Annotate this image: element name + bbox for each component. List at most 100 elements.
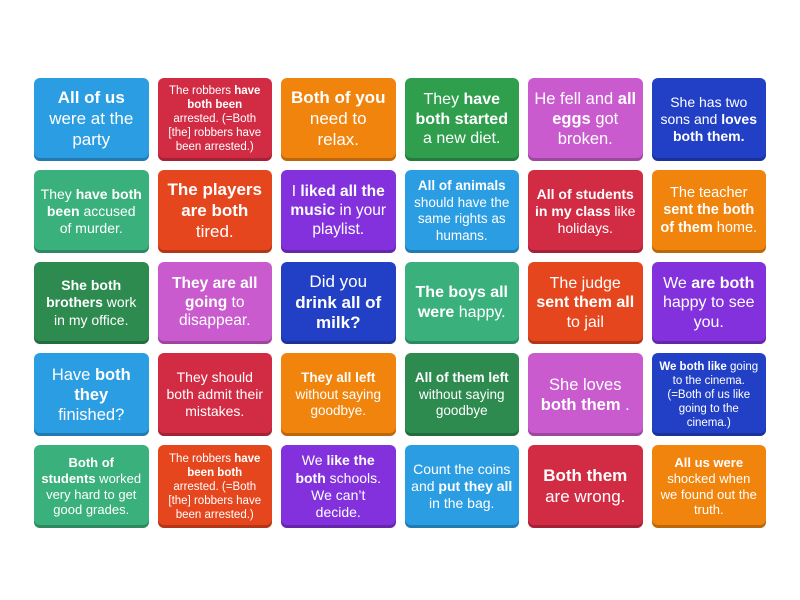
tile-text-segment: are both (691, 274, 755, 292)
tile[interactable]: The judge sent them all to jail (528, 261, 643, 345)
tile-text-segment: He fell and (534, 90, 618, 109)
tile[interactable]: She loves both them . (528, 353, 643, 437)
tile-text-segment: loves both them. (672, 110, 758, 144)
tile-text: We are both happy to see you. (658, 274, 761, 333)
tile-text-segment: Count the coins and (411, 460, 511, 495)
tile-text: She loves both them . (534, 375, 637, 415)
tile[interactable]: All of us were at the party (34, 78, 149, 161)
tile[interactable]: The players are both tired. (157, 169, 272, 253)
tile-text-segment: without saying goodbye (418, 386, 505, 419)
tile-text-segment: got broken. (557, 110, 619, 149)
tile[interactable]: All us were shocked when we found out th… (651, 445, 766, 528)
tile-text: Both of students worked very hard to get… (40, 455, 143, 518)
tile-text: They should both admit their mistakes. (164, 369, 267, 420)
tile-text: They are all going to disappear. (164, 275, 267, 332)
tile-text-segment: happy. (454, 303, 506, 321)
tile-text-segment: should have the same rights as humans. (414, 194, 510, 243)
tile-text: I liked all the music in your playlist. (287, 183, 390, 240)
tile-text-segment: are wrong. (545, 486, 626, 506)
tile-text: The boys all were happy. (411, 283, 514, 322)
tile-text-segment: They (40, 185, 76, 202)
tile-text-segment: like holidays. (557, 202, 636, 236)
tile-text-segment: sent the both of them (660, 202, 755, 237)
tile-text-segment: without saying goodbye. (295, 386, 382, 419)
tile[interactable]: Did you drink all of milk? (281, 261, 396, 345)
tile-grid: All of us were at the party The robbers h… (34, 78, 766, 528)
tile-text: The players are both tired. (164, 180, 267, 242)
tile-text-segment: I (291, 182, 301, 200)
tile[interactable]: We are both happy to see you. (651, 261, 766, 345)
tile[interactable]: All of them left without saying goodbye (404, 353, 519, 437)
tile[interactable]: Count the coins and put they all in the … (404, 445, 519, 528)
tile-text-segment: shocked when we found out the truth. (660, 470, 757, 518)
tile[interactable]: They should both admit their mistakes. (157, 353, 272, 437)
tile-text-segment: She both brothers (46, 277, 122, 311)
tile-text-segment: The teacher (670, 184, 748, 201)
tile-text-segment: She loves (549, 375, 622, 394)
tile[interactable]: The boys all were happy. (404, 261, 519, 345)
tile-text-segment: They should both admit their mistakes. (166, 369, 264, 420)
tile[interactable]: Both them are wrong. (528, 445, 643, 528)
tile-text: All of them left without saying goodbye (411, 370, 514, 419)
tile-text-segment: work in my office. (54, 294, 137, 328)
tile[interactable]: They are all going to disappear. (157, 261, 272, 345)
tile-text-segment: Both of students (41, 454, 114, 486)
tile-text-segment: Both them (543, 465, 628, 485)
tile-text-segment: The robbers (169, 85, 235, 98)
tile-text-segment: . (620, 395, 630, 414)
tile[interactable]: She both brothers work in my office. (34, 261, 149, 345)
tile[interactable]: She has two sons and loves both them. (651, 78, 766, 161)
tile-text-segment: both they (74, 365, 131, 404)
tile-text: Did you drink all of milk? (287, 272, 390, 334)
tile-text-segment: sent them all (536, 294, 635, 312)
tile[interactable]: All of students in my class like holiday… (528, 169, 643, 253)
tile-text-segment: Both of you (291, 88, 386, 108)
tile[interactable]: Have both they finished? (34, 353, 149, 437)
tile-text-segment: All us were (674, 454, 744, 470)
tile[interactable]: He fell and all eggs got broken. (528, 78, 643, 161)
tile[interactable]: We both like going to the cinema. (=Both… (651, 353, 766, 437)
tile-text-segment: have both been (46, 185, 142, 219)
tile-text-segment: All of us (57, 88, 125, 108)
tile-text-segment: have both been (187, 85, 261, 112)
tile-text-segment: accused of murder. (59, 202, 136, 236)
tile-text-segment: all eggs (552, 90, 637, 129)
tile[interactable]: Both of you need to relax. (281, 78, 396, 161)
tile-text-segment: They all left (301, 370, 376, 386)
tile[interactable]: We like the both schools. We can’t decid… (281, 445, 396, 528)
tile[interactable]: They have both started a new diet. (404, 78, 519, 161)
tile-text: All of animals should have the same righ… (411, 178, 514, 244)
tile[interactable]: The robbers have both been arrested. (=B… (157, 78, 272, 161)
tile[interactable]: The robbers have been both arrested. (=B… (157, 445, 272, 528)
tile-text: All of us were at the party (40, 88, 143, 150)
tile-text: She has two sons and loves both them. (658, 94, 761, 145)
tile-text-segment: to jail (566, 313, 604, 331)
tile-text: Have both they finished? (40, 365, 143, 425)
tile-text: The robbers have both been arrested. (=B… (164, 84, 267, 154)
tile-text-segment: arrested. (=Both [the] robbers have been… (168, 113, 262, 154)
tile-text-segment: liked all the music (290, 182, 385, 219)
tile-text-segment: All of students in my class (535, 185, 634, 219)
tile-text-segment: All of them left (414, 370, 509, 386)
tile-text-segment: have both started (415, 91, 508, 128)
tile-text: All us were shocked when we found out th… (658, 455, 761, 518)
tile-text: The robbers have been both arrested. (=B… (164, 452, 267, 522)
tile-text-segment: The players are both (167, 180, 263, 220)
tile-text-segment: They are all going (172, 274, 258, 311)
tile-text-segment: happy to see you. (662, 294, 755, 331)
tile-text-segment: both them (540, 395, 621, 414)
tile-text-segment: drink all of milk? (295, 292, 382, 333)
tile[interactable]: I liked all the music in your playlist. (281, 169, 396, 253)
tile-text: All of students in my class like holiday… (534, 186, 637, 237)
tile-text-segment: in your playlist. (312, 201, 387, 238)
tile[interactable]: Both of students worked very hard to get… (34, 445, 149, 528)
tile-text-segment: All of animals (417, 178, 506, 194)
tile[interactable]: All of animals should have the same righ… (404, 169, 519, 253)
tile-text-segment: in the bag. (429, 495, 495, 512)
tile-text-segment: put they all (438, 478, 513, 495)
tile-text-segment: We (663, 274, 692, 292)
tile[interactable]: The teacher sent the both of them home. (651, 169, 766, 253)
tile[interactable]: They all left without saying goodbye. (281, 353, 396, 437)
tile-text-segment: Have (51, 365, 95, 384)
tile[interactable]: They have both been accused of murder. (34, 169, 149, 253)
